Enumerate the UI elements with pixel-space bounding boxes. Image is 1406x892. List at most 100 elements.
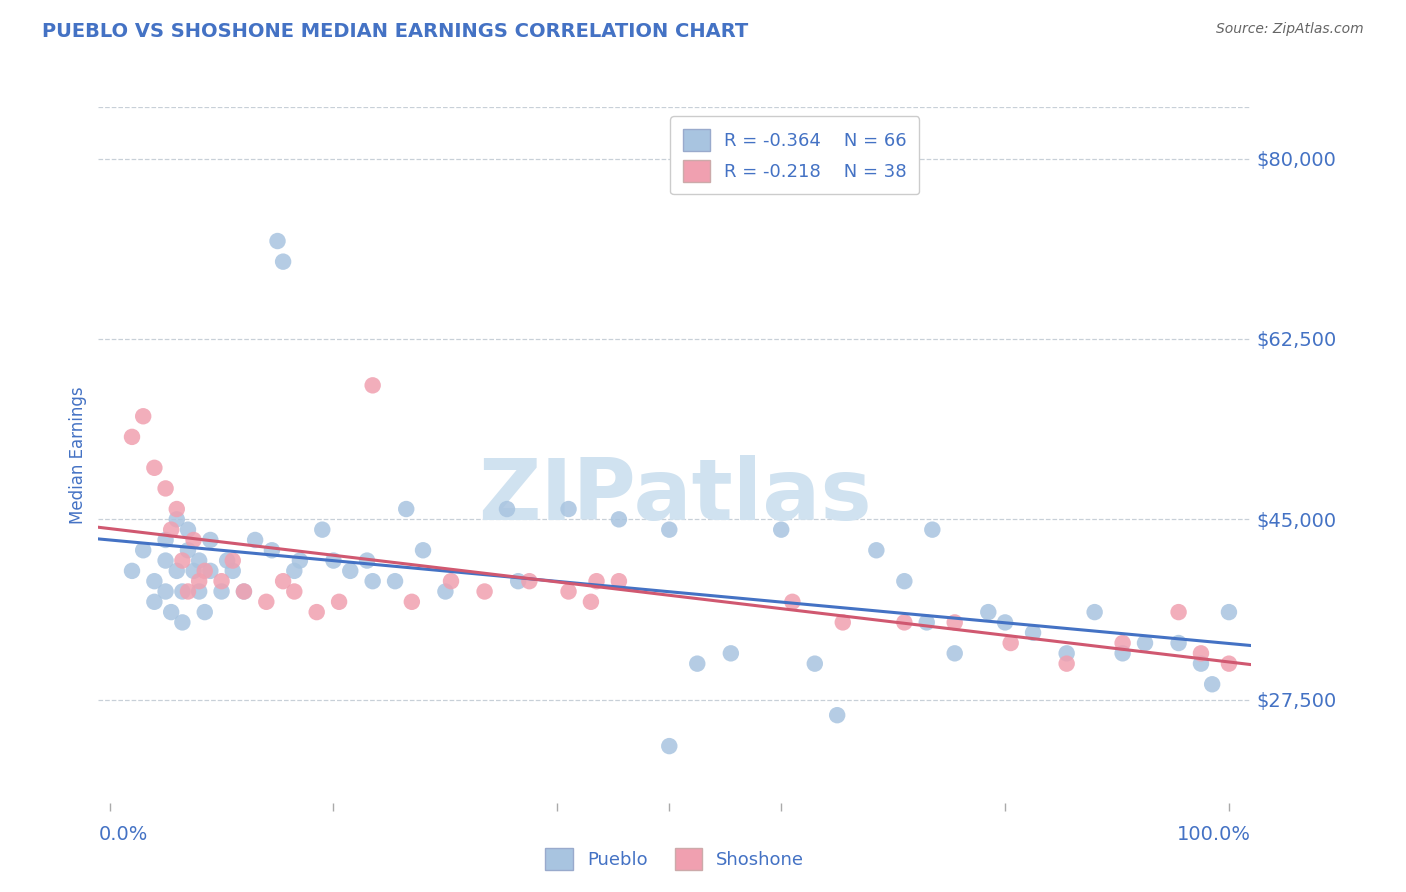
Point	[508, 574, 530, 589]
Point	[211, 584, 233, 599]
Point	[166, 512, 188, 526]
Point	[1000, 636, 1022, 650]
Point	[155, 553, 177, 567]
Text: ZIPatlas: ZIPatlas	[478, 455, 872, 538]
Point	[217, 553, 239, 567]
Point	[166, 502, 188, 516]
Point	[1167, 605, 1189, 619]
Point	[132, 543, 155, 558]
Point	[825, 708, 848, 723]
Point	[557, 584, 579, 599]
Point	[166, 564, 188, 578]
Point	[143, 595, 166, 609]
Point	[519, 574, 541, 589]
Point	[288, 553, 311, 567]
Point	[311, 523, 333, 537]
Point	[155, 584, 177, 599]
Point	[434, 584, 457, 599]
Text: PUEBLO VS SHOSHONE MEDIAN EARNINGS CORRELATION CHART: PUEBLO VS SHOSHONE MEDIAN EARNINGS CORRE…	[42, 22, 748, 41]
Point	[921, 523, 943, 537]
Point	[183, 533, 205, 547]
Y-axis label: Median Earnings: Median Earnings	[69, 386, 87, 524]
Point	[172, 615, 194, 630]
Point	[200, 564, 222, 578]
Point	[194, 605, 217, 619]
Point	[412, 543, 434, 558]
Point	[121, 564, 143, 578]
Point	[232, 584, 254, 599]
Point	[160, 605, 183, 619]
Point	[1189, 646, 1212, 660]
Point	[1056, 657, 1078, 671]
Point	[143, 460, 166, 475]
Point	[266, 234, 288, 248]
Point	[132, 409, 155, 424]
Point	[401, 595, 423, 609]
Point	[893, 615, 915, 630]
Point	[271, 574, 294, 589]
Point	[1111, 636, 1133, 650]
Point	[686, 657, 709, 671]
Point	[1111, 646, 1133, 660]
Point	[155, 533, 177, 547]
Point	[322, 553, 344, 567]
Point	[915, 615, 938, 630]
Point	[496, 502, 519, 516]
Point	[658, 523, 681, 537]
Point	[121, 430, 143, 444]
Point	[143, 574, 166, 589]
Point	[1218, 657, 1240, 671]
Point	[188, 574, 211, 589]
Point	[155, 482, 177, 496]
Point	[160, 523, 183, 537]
Point	[200, 533, 222, 547]
Point	[943, 615, 966, 630]
Point	[1201, 677, 1223, 691]
Point	[893, 574, 915, 589]
Point	[243, 533, 266, 547]
Point	[1167, 636, 1189, 650]
Point	[557, 502, 579, 516]
Point	[1022, 625, 1045, 640]
Point	[440, 574, 463, 589]
Point	[994, 615, 1017, 630]
Text: 0.0%: 0.0%	[98, 825, 148, 844]
Point	[194, 564, 217, 578]
Point	[607, 574, 630, 589]
Point	[720, 646, 742, 660]
Point	[283, 584, 305, 599]
Point	[474, 584, 496, 599]
Point	[1084, 605, 1107, 619]
Point	[188, 584, 211, 599]
Point	[188, 553, 211, 567]
Point	[782, 595, 804, 609]
Point	[211, 574, 233, 589]
Text: Source: ZipAtlas.com: Source: ZipAtlas.com	[1216, 22, 1364, 37]
Point	[172, 584, 194, 599]
Point	[1056, 646, 1078, 660]
Point	[177, 543, 200, 558]
Point	[222, 564, 245, 578]
Point	[356, 553, 378, 567]
Point	[579, 595, 602, 609]
Point	[172, 553, 194, 567]
Point	[1133, 636, 1156, 650]
Point	[361, 378, 384, 392]
Point	[177, 523, 200, 537]
Point	[865, 543, 887, 558]
Point	[831, 615, 853, 630]
Point	[271, 254, 294, 268]
Point	[1218, 605, 1240, 619]
Point	[658, 739, 681, 753]
Point	[305, 605, 328, 619]
Point	[585, 574, 607, 589]
Point	[607, 512, 630, 526]
Point	[1189, 657, 1212, 671]
Point	[232, 584, 254, 599]
Point	[384, 574, 406, 589]
Point	[254, 595, 277, 609]
Point	[943, 646, 966, 660]
Point	[361, 574, 384, 589]
Point	[183, 564, 205, 578]
Point	[339, 564, 361, 578]
